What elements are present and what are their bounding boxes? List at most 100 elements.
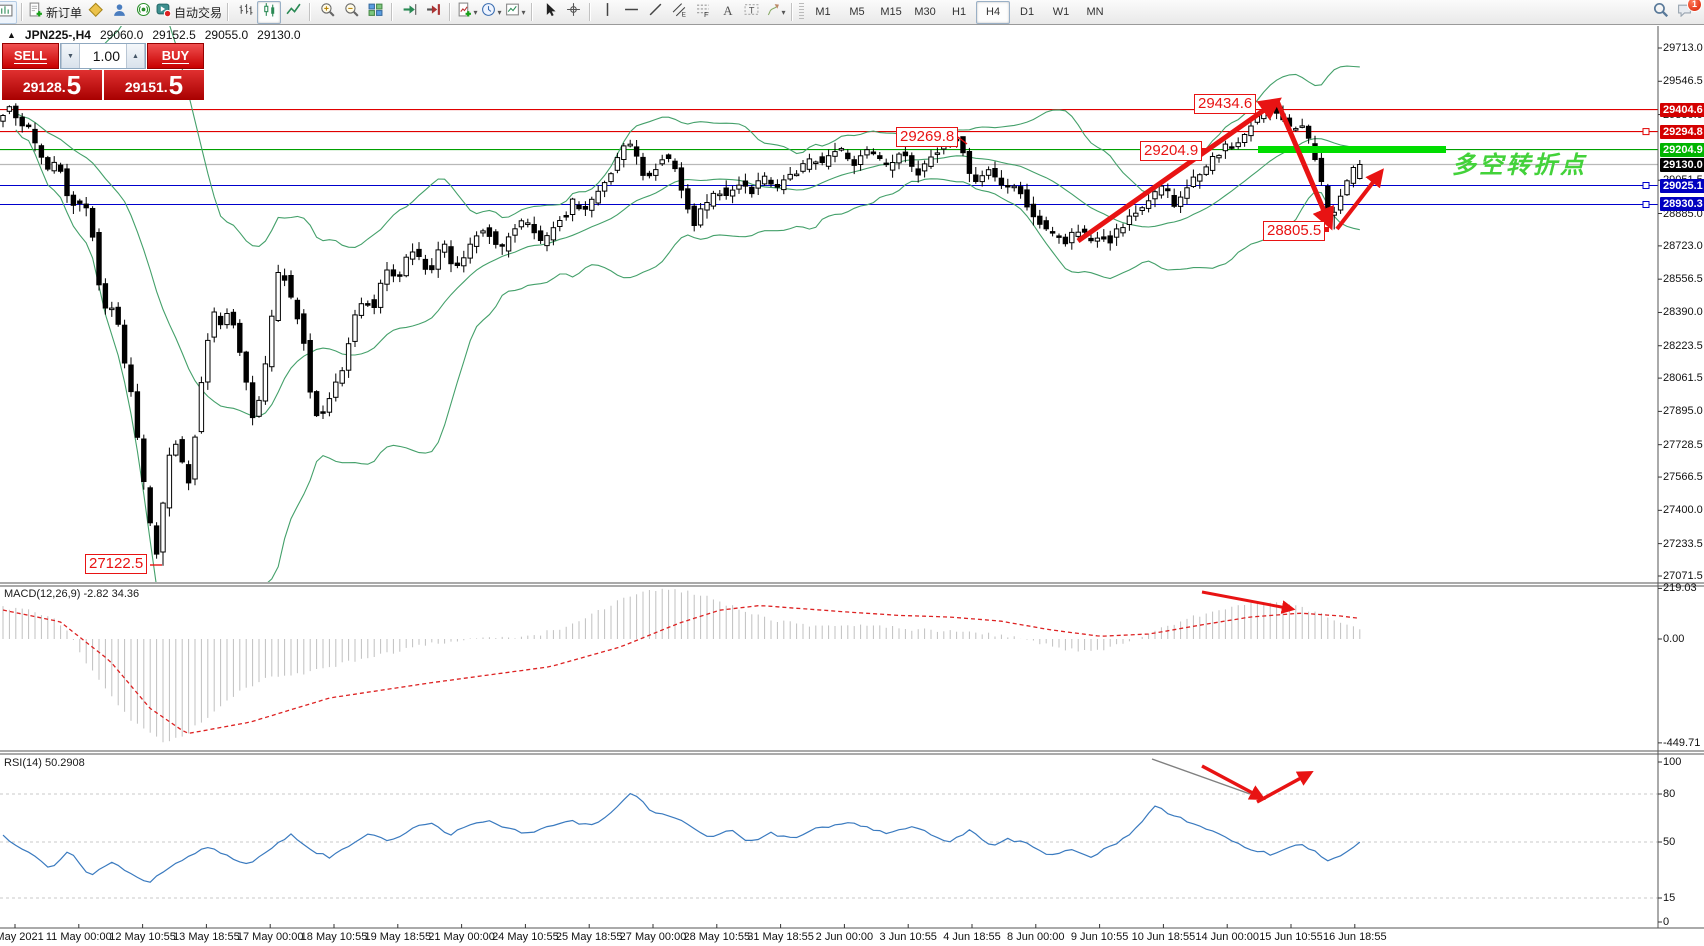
vertical-line-icon	[600, 2, 615, 22]
volume-decrease-button[interactable]: ▼	[61, 44, 80, 68]
tile-windows-button[interactable]	[363, 1, 387, 24]
line-handle[interactable]	[1642, 128, 1650, 136]
text-button[interactable]: A	[715, 1, 739, 24]
price-callout-29269.8[interactable]: 29269.8	[896, 127, 959, 147]
volume-input[interactable]: 1.00	[92, 48, 120, 64]
rsi-annotation-arrow[interactable]	[1256, 770, 1314, 804]
chart-window-button[interactable]	[0, 0, 17, 24]
candle-bull	[569, 198, 576, 216]
buy-price-display[interactable]: 29151. 5	[104, 70, 204, 100]
toolbar-drag-handle[interactable]	[799, 3, 805, 21]
candle-bull	[755, 180, 761, 189]
candle-bear	[141, 438, 147, 482]
trend-arrow[interactable]	[1274, 100, 1334, 231]
rsi-axis-label: 80	[1663, 788, 1676, 800]
new-order-button[interactable]: 新订单	[27, 1, 83, 24]
text-label-button[interactable]: T	[739, 1, 763, 24]
horizontal-line-button[interactable]	[619, 1, 643, 24]
candle-bull	[1152, 191, 1158, 200]
chart-shift-button[interactable]	[421, 1, 445, 24]
chat-button[interactable]: 1	[1672, 0, 1702, 24]
sell-price-display[interactable]: 29128. 5	[2, 70, 102, 100]
price-callout-27122.5[interactable]: 27122.5	[85, 554, 148, 574]
candle-bear	[365, 303, 371, 306]
time-axis-label: 9 Jun 10:55	[1070, 931, 1129, 943]
candlestick-button[interactable]	[257, 0, 282, 24]
line-handle[interactable]	[1642, 201, 1650, 208]
candle-bear	[909, 155, 915, 167]
timeframe-m30-button[interactable]: M30	[914, 5, 936, 18]
timeframe-h4-button[interactable]: H4	[976, 0, 1011, 24]
time-axis[interactable]	[0, 929, 1704, 946]
candle-bear	[1030, 203, 1037, 218]
symbol-collapse-icon[interactable]: ▲	[7, 30, 16, 40]
search-button[interactable]	[1648, 1, 1672, 24]
fibonacci-button[interactable]: F	[691, 1, 715, 24]
timeframe-m15-button[interactable]: M15	[880, 5, 902, 18]
indicators-button[interactable]: ▾	[455, 1, 479, 24]
autoscroll-button[interactable]	[397, 1, 421, 24]
candle-bull	[601, 182, 608, 192]
rsi-panel[interactable]	[0, 758, 1658, 899]
rsi-line	[2, 792, 1361, 883]
main-price-panel[interactable]	[0, 0, 1658, 643]
timeframe-h1-button[interactable]: H1	[952, 5, 967, 18]
profile-button[interactable]	[107, 1, 131, 24]
macd-annotation-arrow[interactable]	[1201, 590, 1296, 614]
candle-bear	[582, 206, 589, 210]
zoom-out-button[interactable]	[339, 1, 363, 24]
price-callout-29434.6[interactable]: 29434.6	[1194, 94, 1257, 114]
candle-bear	[429, 265, 435, 271]
chevron-down-icon[interactable]: ▾	[781, 7, 786, 17]
zoom-in-icon	[320, 2, 335, 22]
timeframe-m1-button[interactable]: M1	[815, 5, 831, 18]
volume-increase-button[interactable]: ▲	[126, 44, 145, 68]
vertical-line-button[interactable]	[595, 1, 619, 24]
candle-bear	[1049, 231, 1056, 234]
candle-bear	[1318, 157, 1325, 182]
sell-button[interactable]: SELL	[2, 43, 59, 69]
macd-panel[interactable]	[2, 588, 1361, 743]
callout-connector	[957, 136, 968, 145]
arrows-tool-button[interactable]: ▾	[763, 1, 787, 24]
chevron-down-icon[interactable]: ▾	[473, 7, 478, 17]
channel-button[interactable]: E	[667, 1, 691, 24]
timeframe-w1-button[interactable]: W1	[1052, 5, 1070, 18]
bar-chart-button[interactable]	[233, 1, 257, 24]
chevron-down-icon[interactable]: ▾	[497, 7, 502, 17]
time-axis-label: 27 May 00:00	[619, 931, 687, 943]
candle-bull	[896, 153, 902, 164]
autotrading-button[interactable]: 自动交易	[155, 1, 223, 24]
line-handle[interactable]	[1642, 182, 1650, 189]
market-watch-button[interactable]	[83, 1, 107, 24]
candle-bull	[173, 443, 179, 456]
trend-arrow[interactable]	[1335, 168, 1384, 231]
price-callout-29204.9[interactable]: 29204.9	[1140, 141, 1203, 161]
price-badge-29294.8: 29294.8	[1660, 124, 1704, 139]
trend-arrow[interactable]	[1076, 97, 1282, 244]
cursor-button[interactable]	[537, 1, 561, 24]
callout-anchor	[1202, 148, 1207, 153]
candle-bull	[441, 243, 448, 253]
crosshair-button[interactable]	[561, 1, 585, 24]
price-callout-28805.5[interactable]: 28805.5	[1263, 221, 1326, 241]
candlestick-icon	[262, 2, 277, 22]
timeframe-m5-button[interactable]: M5	[849, 5, 865, 18]
rsi-annotation-arrow[interactable]	[1201, 764, 1266, 800]
templates-button[interactable]: ▾	[503, 1, 527, 24]
line-chart-button[interactable]	[281, 1, 305, 24]
trendline-button[interactable]	[643, 1, 667, 24]
chevron-down-icon[interactable]: ▾	[521, 7, 526, 17]
price-tick: 28390.0	[1663, 306, 1703, 319]
candle-bear	[723, 187, 729, 196]
price-axis[interactable]	[1659, 26, 1704, 928]
timeframe-mn-button[interactable]: MN	[1086, 5, 1104, 18]
timeframe-d1-button[interactable]: D1	[1020, 5, 1035, 18]
buy-button[interactable]: BUY	[147, 43, 204, 69]
periods-button[interactable]: ▾	[479, 1, 503, 24]
toolbar-separator	[449, 3, 452, 21]
rsi-trendline[interactable]	[1151, 758, 1251, 795]
zoom-in-button[interactable]	[315, 1, 339, 24]
signals-button[interactable]	[131, 1, 155, 24]
